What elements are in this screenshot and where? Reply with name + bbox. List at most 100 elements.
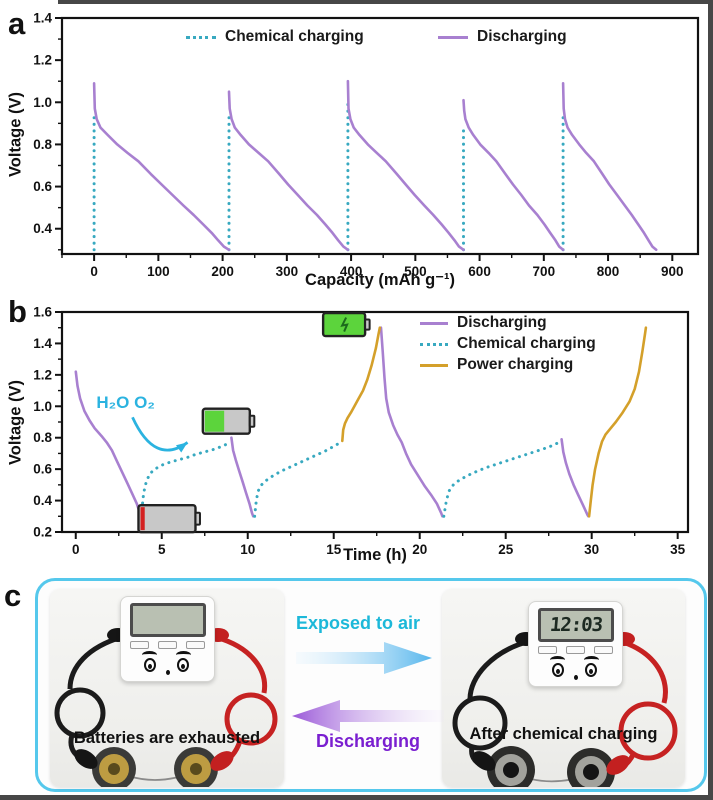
eye-icon: [585, 663, 597, 677]
x-tick-label: 900: [661, 264, 684, 279]
red-wire-loop: [618, 701, 678, 761]
exposed-to-air-label: Exposed to air: [295, 613, 421, 633]
y-tick-label: 1.0: [33, 399, 52, 414]
legend-item-discharging: Discharging: [438, 28, 567, 46]
eyebrow-icon: [584, 656, 599, 664]
panda-face-decal: [121, 649, 214, 681]
discharging-label: Discharging: [315, 731, 421, 751]
coin-cell-center: [190, 763, 202, 775]
x-tick-label: 100: [147, 264, 170, 279]
legend-label: Power charging: [457, 356, 574, 373]
y-tick-label: 0.8: [33, 137, 52, 152]
coin-cell-center: [108, 763, 120, 775]
timer-button: [158, 641, 177, 649]
timer-button: [566, 646, 585, 654]
timer-screen-frame: [129, 603, 206, 637]
x-tick-label: 15: [326, 542, 342, 557]
panel-b-x-axis-label: Time (h): [343, 546, 407, 564]
panel-b-label: b: [8, 294, 27, 329]
timer-buttons: [529, 642, 622, 654]
x-tick-label: 0: [72, 542, 80, 557]
capacity-voltage-chart: 0 100 200 300 400 500 600 700 800 900 0.4 0.6 0.8 1.0…: [33, 11, 700, 279]
alligator-clip-black-icon: [74, 749, 98, 769]
battery-full-icon: [321, 311, 371, 338]
timer-button: [594, 646, 613, 654]
right-photo-caption: After chemical charging: [469, 725, 658, 743]
photo-comparison-panel: Batteries are exhausted Exposed to air: [35, 578, 707, 792]
x-tick-label: 300: [276, 264, 299, 279]
panel-b-y-axis-label: Voltage (V): [6, 380, 25, 465]
timer-buttons: [121, 637, 214, 649]
y-tick-label: 1.4: [33, 336, 52, 351]
eye-icon: [144, 658, 156, 672]
coin-cell-center: [583, 764, 599, 780]
red-wire: [214, 634, 268, 694]
lightning-bolt-icon: [340, 317, 349, 332]
x-tick-label: 200: [211, 264, 234, 279]
plot-frame: [60, 16, 700, 256]
chemical-charging-swatch: [420, 342, 448, 346]
minor-ticks: [58, 327, 636, 536]
timer-display: 12:03: [548, 614, 603, 636]
discharging-swatch: [420, 321, 448, 325]
eyebrow-icon: [550, 656, 565, 664]
x-tick-label: 5: [158, 542, 166, 557]
x-tick-label: 800: [597, 264, 620, 279]
panel-a-x-axis-label: Capacity (mAh g⁻¹): [305, 271, 455, 289]
series-chemical-charging: [140, 440, 563, 518]
x-tick-label: 0: [90, 264, 98, 279]
eye-icon: [552, 663, 564, 677]
alligator-clip-red-icon: [606, 755, 630, 775]
x-tick-label: 30: [584, 542, 599, 557]
eyebrow-icon: [176, 651, 191, 659]
legend-label: Chemical charging: [457, 335, 596, 352]
y-tick-label: 1.4: [33, 11, 52, 26]
panda-face-decal: [529, 654, 622, 686]
legend-item-chemical-charging: Chemical charging: [420, 335, 596, 353]
minor-ticks: [58, 38, 641, 258]
y-axis-ticks: 0.4 0.6 0.8 1.0 1.2 1.4: [33, 11, 62, 236]
y-tick-label: 0.4: [33, 493, 52, 508]
x-tick-label: 400: [340, 264, 363, 279]
legend-item-chemical-charging: Chemical charging: [186, 28, 364, 46]
digital-timer: 12:03: [528, 601, 623, 687]
chemical-charging-swatch: [186, 35, 216, 39]
timer-button: [538, 646, 557, 654]
alligator-clip-red-icon: [210, 751, 234, 771]
red-wire: [619, 638, 668, 704]
timer-screen-frame: 12:03: [537, 608, 614, 642]
discharging-arrow-icon: [292, 700, 444, 732]
x-tick-label: 600: [468, 264, 491, 279]
left-photo-circuit: [54, 628, 278, 787]
black-wire-loop: [54, 687, 106, 739]
photo-after-chemical-charging: 12:03 After chemical charging: [442, 589, 685, 787]
series-power-charging: [340, 326, 648, 518]
series-discharging: [74, 326, 590, 518]
coin-cell-center: [503, 762, 519, 778]
black-wire-loop: [452, 695, 508, 751]
x-tick-label: 700: [533, 264, 556, 279]
y-tick-label: 0.6: [33, 462, 52, 477]
y-tick-label: 1.2: [33, 53, 52, 68]
y-tick-label: 0.4: [33, 221, 52, 236]
y-tick-label: 1.0: [33, 95, 52, 110]
y-tick-label: 0.6: [33, 179, 52, 194]
eye-icon: [177, 658, 189, 672]
battery-low-icon: [137, 503, 201, 534]
panel-c-label: c: [4, 578, 22, 613]
nose-icon: [574, 675, 578, 680]
panel-a-label: a: [8, 6, 26, 41]
series-chemical-charging: [92, 100, 565, 252]
legend-item-power-charging: Power charging: [420, 356, 596, 374]
legend-label: Discharging: [477, 28, 567, 45]
left-photo-caption: Batteries are exhausted: [73, 729, 261, 747]
power-charging-swatch: [420, 363, 448, 367]
time-voltage-chart: 0 5 10 15 20 25 30 35 0.2 0.4 0.6 0.8 1.0 1.2 1.4 1.6 H₂…: [33, 305, 690, 557]
photo-batteries-exhausted: Batteries are exhausted: [50, 589, 284, 787]
x-tick-label: 500: [404, 264, 427, 279]
timer-button: [186, 641, 205, 649]
discharging-swatch: [438, 35, 468, 39]
x-tick-label: 20: [412, 542, 427, 557]
y-axis-ticks: 0.2 0.4 0.6 0.8 1.0 1.2 1.4 1.6: [33, 305, 62, 540]
